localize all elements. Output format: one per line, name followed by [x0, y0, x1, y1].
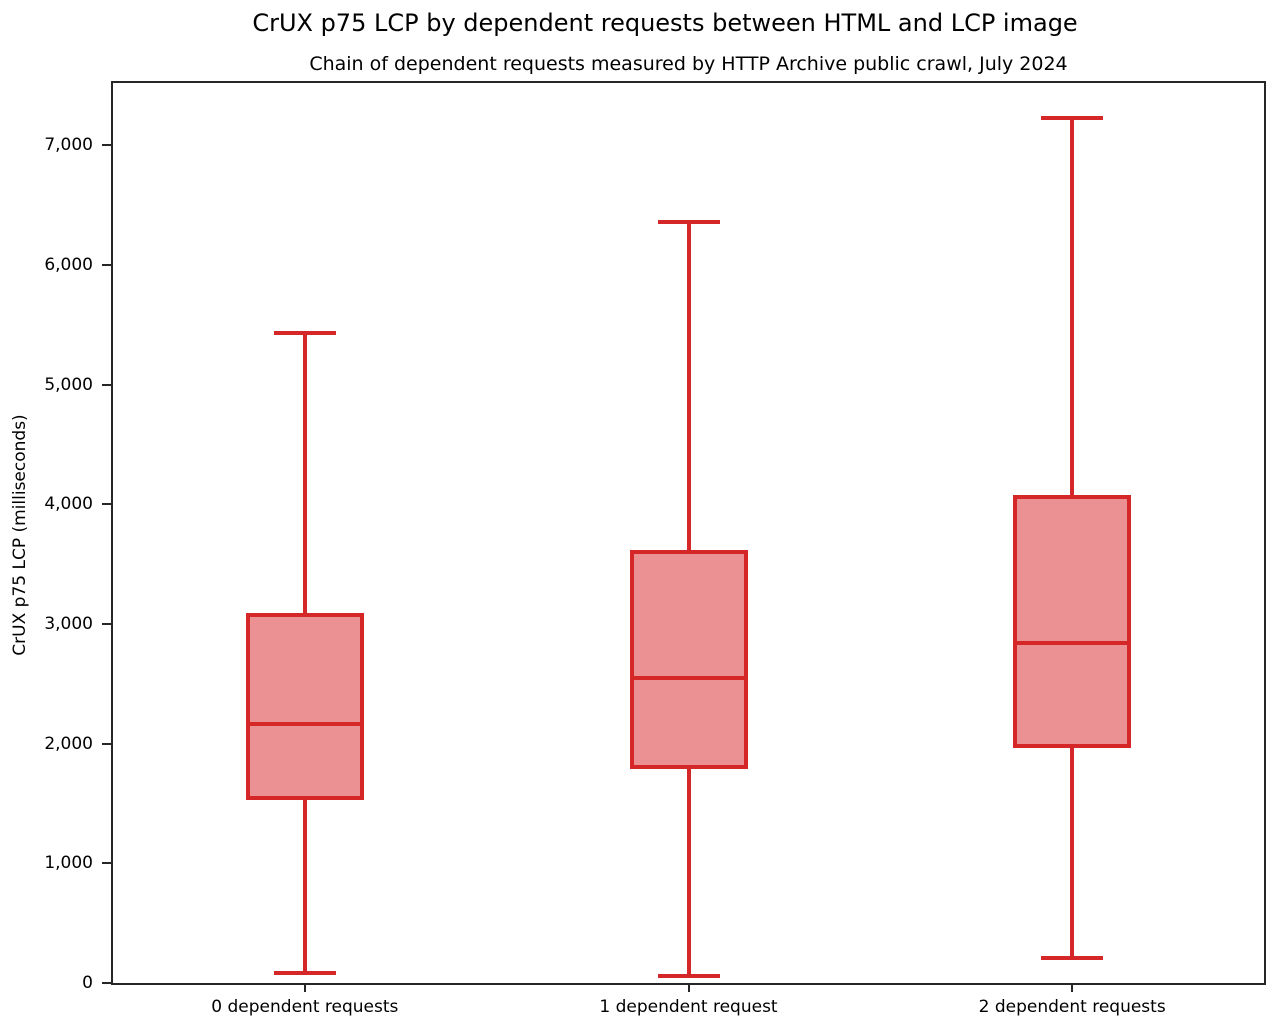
y-tick-mark-7000 [102, 144, 111, 147]
chart-subtitle: Chain of dependent requests measured by … [309, 53, 1068, 75]
plot-area: 0 1,000 2,000 3,000 4,000 5,000 6,000 7,000 0 de… [44, 81, 1266, 1017]
iqr-box-1 [629, 549, 748, 769]
upper-whisker-cap-2 [1041, 115, 1104, 120]
lower-whisker-0 [302, 799, 307, 974]
y-tick-mark-6000 [102, 263, 111, 266]
x-tick-mark-2 [1071, 983, 1074, 992]
upper-whisker-0 [302, 333, 307, 614]
upper-whisker-2 [1070, 117, 1075, 495]
y-tick-label-1000: 1,000 [44, 853, 93, 874]
y-tick-mark-2000 [102, 742, 111, 745]
median-line-2 [1013, 641, 1132, 646]
y-tick-mark-4000 [102, 503, 111, 506]
upper-whisker-cap-1 [657, 219, 720, 224]
lower-whisker-2 [1070, 748, 1075, 958]
y-tick-label-5000: 5,000 [44, 374, 93, 395]
lower-whisker-cap-0 [273, 971, 336, 976]
y-tick-label-4000: 4,000 [44, 494, 93, 515]
median-line-1 [629, 675, 748, 680]
y-tick-label-6000: 6,000 [44, 254, 93, 275]
iqr-box-0 [245, 613, 364, 800]
x-tick-label-0: 0 dependent requests [211, 997, 399, 1017]
iqr-box-2 [1013, 494, 1132, 749]
y-tick-label-0: 0 [82, 973, 93, 993]
lower-whisker-cap-2 [1041, 955, 1104, 960]
median-line-0 [245, 722, 364, 727]
upper-whisker-1 [686, 221, 691, 550]
y-tick-mark-3000 [102, 622, 111, 625]
chart-title: CrUX p75 LCP by dependent requests betwe… [252, 9, 1078, 37]
x-tick-label-1: 1 dependent request [599, 997, 778, 1017]
y-tick-label-2000: 2,000 [44, 733, 93, 754]
y-tick-mark-1000 [102, 862, 111, 865]
x-tick-mark-0 [303, 983, 306, 992]
lower-whisker-cap-1 [657, 973, 720, 978]
y-tick-label-7000: 7,000 [44, 135, 93, 156]
lower-whisker-1 [686, 768, 691, 976]
x-tick-mark-1 [687, 983, 690, 992]
y-tick-mark-0 [102, 982, 111, 984]
y-tick-label-3000: 3,000 [44, 613, 93, 634]
y-tick-mark-5000 [102, 383, 111, 386]
upper-whisker-cap-0 [273, 331, 336, 336]
x-tick-label-2: 2 dependent requests [978, 997, 1166, 1017]
